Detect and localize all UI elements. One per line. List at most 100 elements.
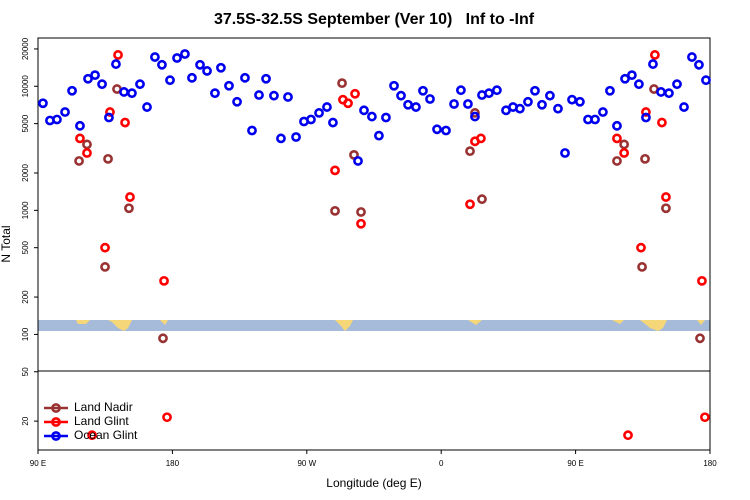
point [477,194,487,205]
point [695,333,705,344]
y-axis-label: N Total [0,225,13,262]
point [210,88,220,99]
x-tick-label: 90 W [297,459,316,468]
point [697,275,707,286]
y-tick-label: 20 [21,416,30,425]
point [52,114,62,125]
point [74,156,84,166]
point [679,102,689,112]
y-tick-label: 10000 [21,75,30,98]
point [291,132,301,142]
point [158,333,168,344]
point [172,53,182,63]
x-tick-label: 90 E [567,459,583,468]
point [162,412,172,423]
point [83,73,93,84]
point [359,105,369,116]
point [664,88,674,99]
point [465,199,475,210]
point [700,412,710,423]
point [661,192,671,202]
point [103,153,113,164]
point [180,49,190,59]
point [470,111,480,122]
point [269,90,279,101]
x-axis-label: Longitude (deg E) [326,476,421,490]
point [612,133,622,144]
point [687,52,697,62]
point [374,130,384,141]
point [119,87,129,97]
y-tick-label: 500 [21,240,30,254]
point [113,50,123,60]
point [157,59,167,70]
point [202,66,212,76]
point [411,102,421,112]
point [356,218,366,229]
point [60,107,70,117]
point [389,80,399,91]
y-tick-label: 20000 [21,37,30,60]
point [623,430,633,441]
legend-marker [51,417,61,427]
point [232,96,242,107]
point [492,85,502,96]
point [694,59,704,70]
point [100,242,110,253]
y-tick-label: 100 [21,327,30,341]
point [470,108,480,118]
point [124,203,134,214]
point [381,112,391,123]
point [636,242,646,253]
y-tick-label: 200 [21,290,30,304]
point [254,90,264,100]
point [240,72,250,83]
point [403,99,413,110]
point [701,75,711,86]
point [100,262,110,272]
point [120,117,130,128]
point [247,125,257,136]
legend-marker [51,431,61,441]
point [283,92,293,102]
point [649,50,660,60]
point [356,207,366,217]
point [619,139,630,150]
point [441,125,451,136]
point [125,192,135,202]
legend-label: Land Nadir [74,400,133,414]
point [463,99,473,109]
point [87,430,97,441]
point [195,59,205,70]
x-tick-label: 90 E [30,459,46,468]
point [224,80,234,91]
point [418,85,428,96]
point [641,112,651,123]
x-tick-label: 180 [703,459,717,468]
legend-marker [51,403,61,413]
point [432,124,442,135]
point [545,90,555,101]
point [82,148,92,158]
point [104,112,114,123]
point [396,90,406,101]
point [575,96,585,107]
point [523,96,533,107]
point [598,107,608,117]
chart-title: 37.5S-32.5S September (Ver 10) Inf to -I… [214,11,535,28]
point [605,85,615,96]
point [353,156,363,166]
map-strip [38,320,710,331]
point [328,117,338,128]
point [634,79,644,90]
point [672,79,682,90]
point [530,85,540,96]
point [67,85,77,96]
point [456,85,466,96]
point [38,98,48,109]
point [82,139,92,150]
point [165,75,175,86]
legend-label: Land Glint [74,414,129,428]
point [619,148,630,158]
point [612,156,622,166]
